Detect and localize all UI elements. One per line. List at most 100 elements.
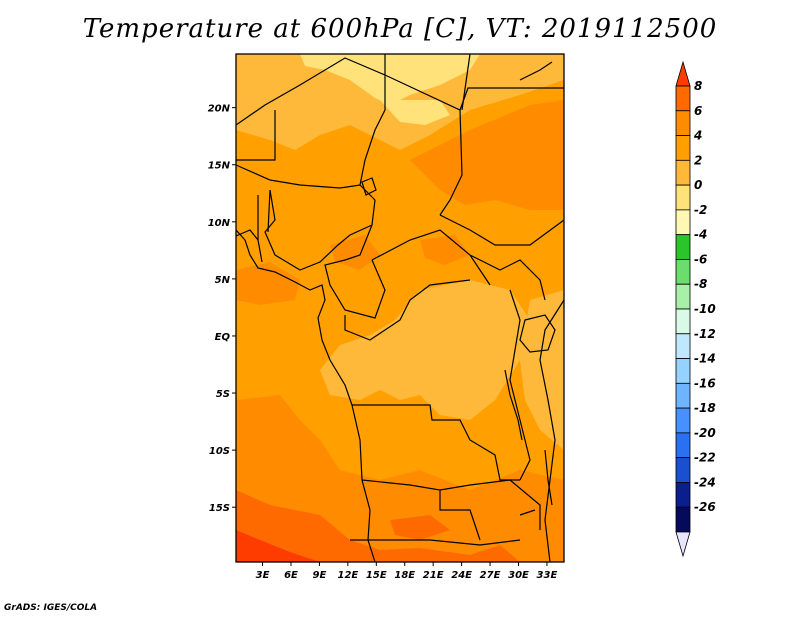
colorbar: 8 6 4 2 0 -2 -4 -6 -8 -10 -12 -14 -16 -18 -20 -22 -24 -26 [675, 60, 716, 558]
field-warm-sudan [410, 100, 564, 210]
map-title: Temperature at 600hPa [C], VT: 201911250… [82, 14, 718, 44]
border-drc-east [509, 289, 531, 481]
colorbar-box [675, 184, 691, 211]
colorbar-label: -4 [694, 228, 707, 242]
colorbar-label: 6 [694, 104, 702, 118]
border-ghana [235, 229, 263, 263]
border-nigeria [264, 189, 376, 271]
colorbar-box [675, 358, 691, 384]
lon-tick-label: 30E [508, 570, 529, 581]
lakes [361, 177, 556, 516]
border-benin [257, 189, 271, 240]
colorbar-box [675, 110, 691, 136]
lon-tick-label: 27E [480, 570, 501, 581]
lake-victoria [519, 314, 556, 353]
lat-tick-label: 10N [208, 218, 231, 229]
colorbar-label: -12 [694, 327, 716, 341]
border-zambia [439, 479, 541, 530]
colorbar-label: 8 [694, 79, 702, 93]
lake-malawi [544, 449, 553, 506]
latitude-axis: 20N 15N 10N 5N EQ 5S 10S 15S [208, 104, 236, 514]
border-south-sudan [469, 254, 546, 301]
border-eritrea [519, 61, 553, 81]
lat-tick-label: 5S [216, 389, 230, 400]
border-chad-libya [439, 109, 463, 216]
border-angola [361, 479, 481, 541]
field-warmer-southwest [236, 490, 520, 562]
border-cameroon [324, 224, 386, 319]
lat-tick-label: 15N [208, 161, 231, 172]
border-namibia [350, 539, 521, 546]
colorbar-box [675, 407, 691, 434]
colorbar-label: -24 [694, 475, 716, 489]
colorbar-label: -20 [694, 426, 716, 440]
colorbar-label: -18 [694, 401, 716, 415]
colorbar-box [675, 482, 691, 508]
lon-tick-label: 15E [366, 570, 387, 581]
colorbar-label: -22 [694, 451, 716, 465]
field-warm-west [236, 262, 300, 305]
colorbar-box [675, 506, 691, 533]
border-mali [236, 110, 276, 161]
colorbar-box [675, 85, 691, 112]
lake-kariba [519, 509, 536, 516]
field-warm-cameroon [330, 235, 380, 270]
border-congo [344, 279, 471, 341]
lat-tick-label: 5N [215, 275, 231, 286]
lon-tick-label: 18E [394, 570, 415, 581]
country-borders [235, 53, 565, 563]
colorbar-bottom-arrow [675, 531, 691, 558]
border-sudan [439, 214, 565, 246]
colorbar-box [675, 333, 691, 359]
colorbar-label: -10 [694, 302, 716, 316]
colorbar-label: 4 [693, 129, 702, 143]
border-niger [235, 164, 376, 201]
colorbar-box [675, 432, 691, 459]
longitude-axis: 3E 6E 9E 12E 15E 18E 21E 24E 27E 30E 33E [256, 562, 558, 581]
credit-label: GrADS: IGES/COLA [4, 603, 98, 613]
colorbar-box [675, 308, 691, 335]
colorbar-box [675, 234, 691, 260]
colorbar-label: 0 [694, 178, 702, 192]
colorbar-label: -2 [694, 203, 707, 217]
lake-tanganyika [504, 369, 523, 441]
colorbar-box [675, 159, 691, 186]
field-cooler-north-2 [380, 100, 450, 125]
border-car [371, 229, 491, 286]
border-drc-south [352, 404, 520, 481]
lat-tick-label: 20N [208, 104, 231, 115]
colorbar-label: 2 [694, 153, 702, 167]
lon-tick-label: 6E [284, 570, 298, 581]
lon-tick-label: 12E [337, 570, 358, 581]
lon-tick-label: 9E [313, 570, 327, 581]
colorbar-box [675, 283, 691, 310]
border-egypt [384, 53, 471, 111]
field-warm-car [420, 235, 470, 265]
lat-tick-label: 10S [209, 446, 230, 457]
lon-tick-label: 33E [537, 570, 558, 581]
colorbar-label: -8 [694, 277, 707, 291]
colorbar-box [675, 382, 691, 409]
colorbar-box [675, 457, 691, 483]
colorbar-label: -6 [694, 252, 707, 266]
lon-tick-label: 3E [256, 570, 270, 581]
lon-tick-label: 21E [423, 570, 444, 581]
field-warmer-patch-south [390, 515, 450, 540]
map-frame [235, 53, 565, 563]
colorbar-box [675, 135, 691, 161]
colorbar-top-arrow [675, 60, 691, 87]
colorbar-label: -14 [694, 352, 716, 366]
lat-tick-label: EQ [215, 332, 231, 343]
field-warmest-southwest [236, 530, 320, 562]
field-cool-congo [320, 280, 530, 420]
temperature-field [236, 54, 564, 562]
lon-tick-label: 24E [451, 570, 472, 581]
colorbar-box [675, 259, 691, 285]
lat-tick-label: 15S [209, 503, 230, 514]
border-east-coast [539, 299, 565, 563]
field-cooler-north [300, 54, 480, 105]
lake-chad [361, 177, 377, 196]
colorbar-label: -26 [694, 500, 716, 514]
colorbar-label: -16 [694, 376, 716, 390]
